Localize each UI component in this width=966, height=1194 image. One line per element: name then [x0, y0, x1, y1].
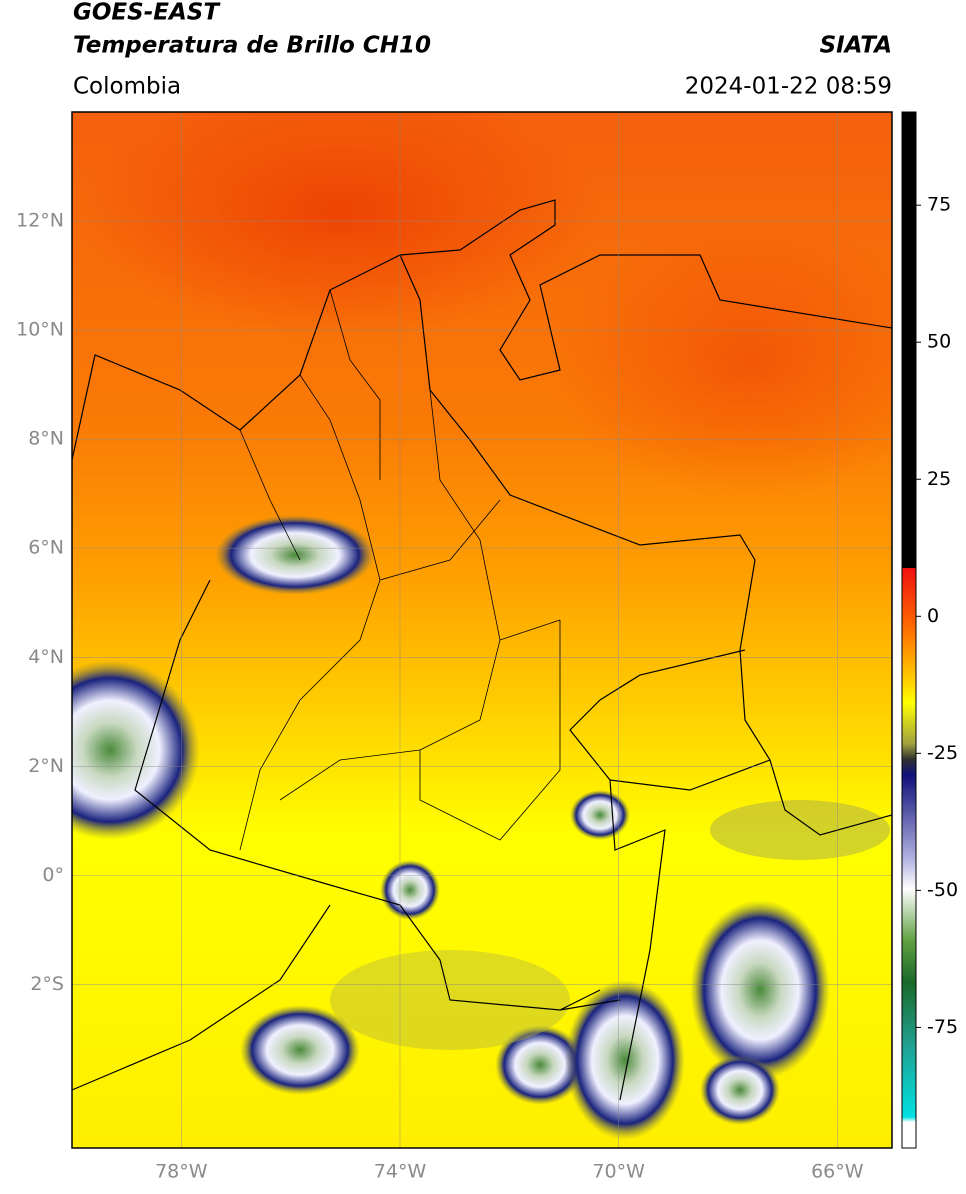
- y-tick-label: 6°N: [28, 537, 64, 559]
- x-tick-label: 78°W: [155, 1161, 208, 1183]
- colorbar-tick-label: 50: [927, 331, 951, 353]
- colorbar-tick-label: 0: [927, 605, 939, 627]
- colorbar-tick-label: 25: [927, 468, 951, 490]
- source: SIATA: [820, 33, 892, 59]
- map-image: [72, 112, 892, 1148]
- y-tick-label: 0°: [42, 864, 64, 886]
- datetime: 2024-01-22 08:59: [685, 74, 892, 100]
- y-tick-label: 2°N: [28, 755, 64, 777]
- y-tick-label: 2°S: [30, 973, 64, 995]
- colorbar-tick-label: 75: [927, 194, 951, 216]
- y-tick-label: 8°N: [28, 428, 64, 450]
- colorbar-tick-label: -50: [927, 879, 958, 901]
- colorbar-tick-label: -25: [927, 742, 958, 764]
- map-frame: [71, 111, 893, 1149]
- title: GOES-EAST: [73, 0, 221, 26]
- title: Temperatura de Brillo CH10: [73, 33, 431, 59]
- x-tick-label: 74°W: [374, 1161, 427, 1183]
- y-tick-label: 10°N: [16, 319, 64, 341]
- colorbar-tick-label: -75: [927, 1016, 958, 1038]
- x-tick-label: 66°W: [811, 1161, 864, 1183]
- colorbar: [901, 111, 917, 1149]
- x-tick-label: 70°W: [592, 1161, 645, 1183]
- y-tick-label: 12°N: [16, 210, 64, 232]
- y-tick-label: 4°N: [28, 646, 64, 668]
- region: Colombia: [73, 74, 181, 100]
